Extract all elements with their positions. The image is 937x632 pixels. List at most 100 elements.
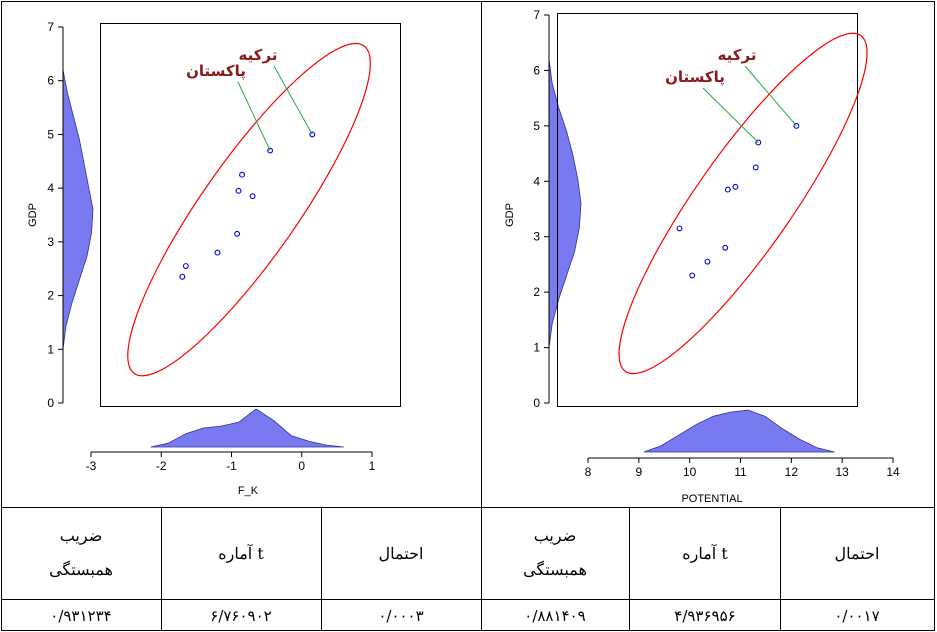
- left-data-point: [239, 171, 245, 178]
- right-x-density-area: [643, 409, 835, 453]
- value-tstat-left: ۶/۷۶۰۹۰۲: [210, 607, 271, 625]
- left-annotation-leader: [237, 81, 271, 151]
- right-y-tick-label: 3: [533, 230, 540, 244]
- right-y-tick-label: 0: [533, 396, 540, 410]
- right-data-point: [689, 272, 696, 279]
- left-y-marginal-density: [62, 69, 94, 350]
- table-header-cell: احتمال: [835, 544, 880, 563]
- left-y-axis: 0 1 2 3 4 5 6 7: [47, 20, 64, 410]
- table-value-row: ۰/۹۳۱۲۳۴ ۶/۷۶۰۹۰۲ ۰/۰۰۰۳ ۰/۸۸۱۴۰۹ ۴/۹۳۶۹…: [50, 607, 879, 625]
- left-y-tick-label: 7: [47, 20, 54, 34]
- left-annotation-leader: [273, 65, 313, 135]
- left-ylabel: GDP: [27, 203, 39, 227]
- right-scatter-plot: ترکیه پاکستان: [618, 32, 868, 375]
- right-y-axis: 0 1 2 3 4 5 6 7: [533, 8, 550, 410]
- right-confidence-ellipse: [618, 32, 868, 375]
- right-y-marginal-density: [548, 59, 582, 348]
- left-data-point: [234, 230, 241, 237]
- right-y-density-area: [548, 59, 582, 348]
- right-x-tick-label: 10: [683, 465, 697, 479]
- table-header-text: همبستگی: [49, 560, 113, 579]
- left-data-point: [182, 263, 189, 269]
- left-x-density-area: [150, 408, 344, 448]
- left-data-point: [235, 187, 242, 194]
- right-annotation-label: پاکستان: [665, 68, 725, 87]
- left-y-tick-label: 4: [47, 181, 54, 195]
- left-x-tick-label: -1: [226, 459, 237, 473]
- value-corr-left: ۰/۹۳۱۲۳۴: [50, 607, 111, 625]
- left-plot-frame: [100, 23, 401, 407]
- table-header-cell: احتمال: [379, 544, 424, 563]
- right-y-tick-label: 2: [533, 285, 540, 299]
- left-y-tick-label: 3: [47, 235, 54, 249]
- right-x-tick-label: 9: [635, 465, 642, 479]
- right-y-tick-label: 5: [533, 119, 540, 133]
- right-annotation-leader: [744, 65, 797, 127]
- right-data-point: [724, 186, 731, 193]
- table-header-text: همبستگی: [523, 560, 587, 579]
- right-data-point: [793, 122, 800, 129]
- right-annotation-label: ترکیه: [718, 46, 757, 64]
- left-x-tick-label: -3: [86, 459, 97, 473]
- table-header-text: آماره t: [218, 543, 264, 563]
- right-data-point: [704, 258, 711, 265]
- table-header-cell: آماره t: [218, 543, 264, 563]
- table-header-text: احتمال: [835, 544, 880, 563]
- left-annotation-label: ترکیه: [239, 46, 278, 64]
- left-confidence-ellipse: [127, 42, 371, 377]
- right-data-point: [752, 164, 759, 171]
- left-annotation-label: پاکستان: [186, 62, 246, 81]
- left-data-point: [249, 193, 256, 200]
- right-xlabel: POTENTIAL: [681, 493, 742, 505]
- right-x-tick-label: 14: [886, 465, 900, 479]
- left-data-point: [267, 147, 274, 154]
- left-xlabel: F_K: [238, 485, 259, 497]
- table-header-text: ضریب: [534, 526, 577, 545]
- left-data-point: [214, 249, 221, 256]
- table-header-text: ضریب: [60, 526, 103, 545]
- table-header-cell: ضریب همبستگی: [523, 526, 587, 579]
- left-y-density-area: [62, 69, 94, 350]
- value-prob-left: ۰/۰۰۰۳: [378, 607, 423, 625]
- right-data-point: [676, 225, 683, 232]
- right-x-tick-label: 8: [585, 465, 592, 479]
- right-ylabel: GDP: [504, 203, 516, 227]
- right-y-tick-label: 4: [533, 174, 540, 188]
- left-y-tick-label: 2: [47, 289, 54, 303]
- left-x-tick-label: 1: [369, 459, 376, 473]
- right-x-axis: 8 9 10 11 12 13 14: [585, 457, 900, 479]
- left-x-tick-label: -2: [156, 459, 167, 473]
- left-x-axis: -3 -2 -1 0 1: [86, 451, 376, 473]
- left-y-tick-label: 6: [47, 74, 54, 88]
- table-header-text: احتمال: [379, 544, 424, 563]
- left-x-marginal-density: [150, 408, 344, 448]
- right-data-point: [755, 139, 762, 146]
- left-y-tick-label: 1: [47, 342, 54, 356]
- left-data-point: [309, 131, 316, 138]
- table-header-cell: ضریب همبستگی: [49, 526, 113, 579]
- right-plot-frame: [557, 13, 858, 407]
- left-y-tick-label: 0: [47, 396, 54, 410]
- right-data-point: [722, 244, 729, 251]
- right-x-tick-label: 12: [785, 465, 799, 479]
- right-annotation-leader: [702, 87, 759, 143]
- value-prob-right: ۰/۰۰۱۷: [834, 607, 879, 625]
- left-y-tick-label: 5: [47, 127, 54, 141]
- right-y-tick-label: 6: [533, 63, 540, 77]
- right-x-tick-label: 11: [734, 465, 747, 479]
- table-header-row: ضریب همبستگی آماره t احتمال ضریب همبستگی آمار…: [49, 526, 879, 579]
- right-data-point: [732, 183, 739, 190]
- table-header-cell: آماره t: [682, 543, 728, 563]
- left-data-point: [179, 273, 186, 280]
- right-x-marginal-density: [643, 409, 835, 453]
- value-tstat-right: ۴/۹۳۶۹۵۶: [674, 607, 735, 625]
- table-header-text: آماره t: [682, 543, 728, 563]
- right-y-tick-label: 1: [533, 341, 540, 355]
- right-y-tick-label: 7: [533, 8, 540, 22]
- value-corr-right: ۰/۸۸۱۴۰۹: [524, 607, 585, 625]
